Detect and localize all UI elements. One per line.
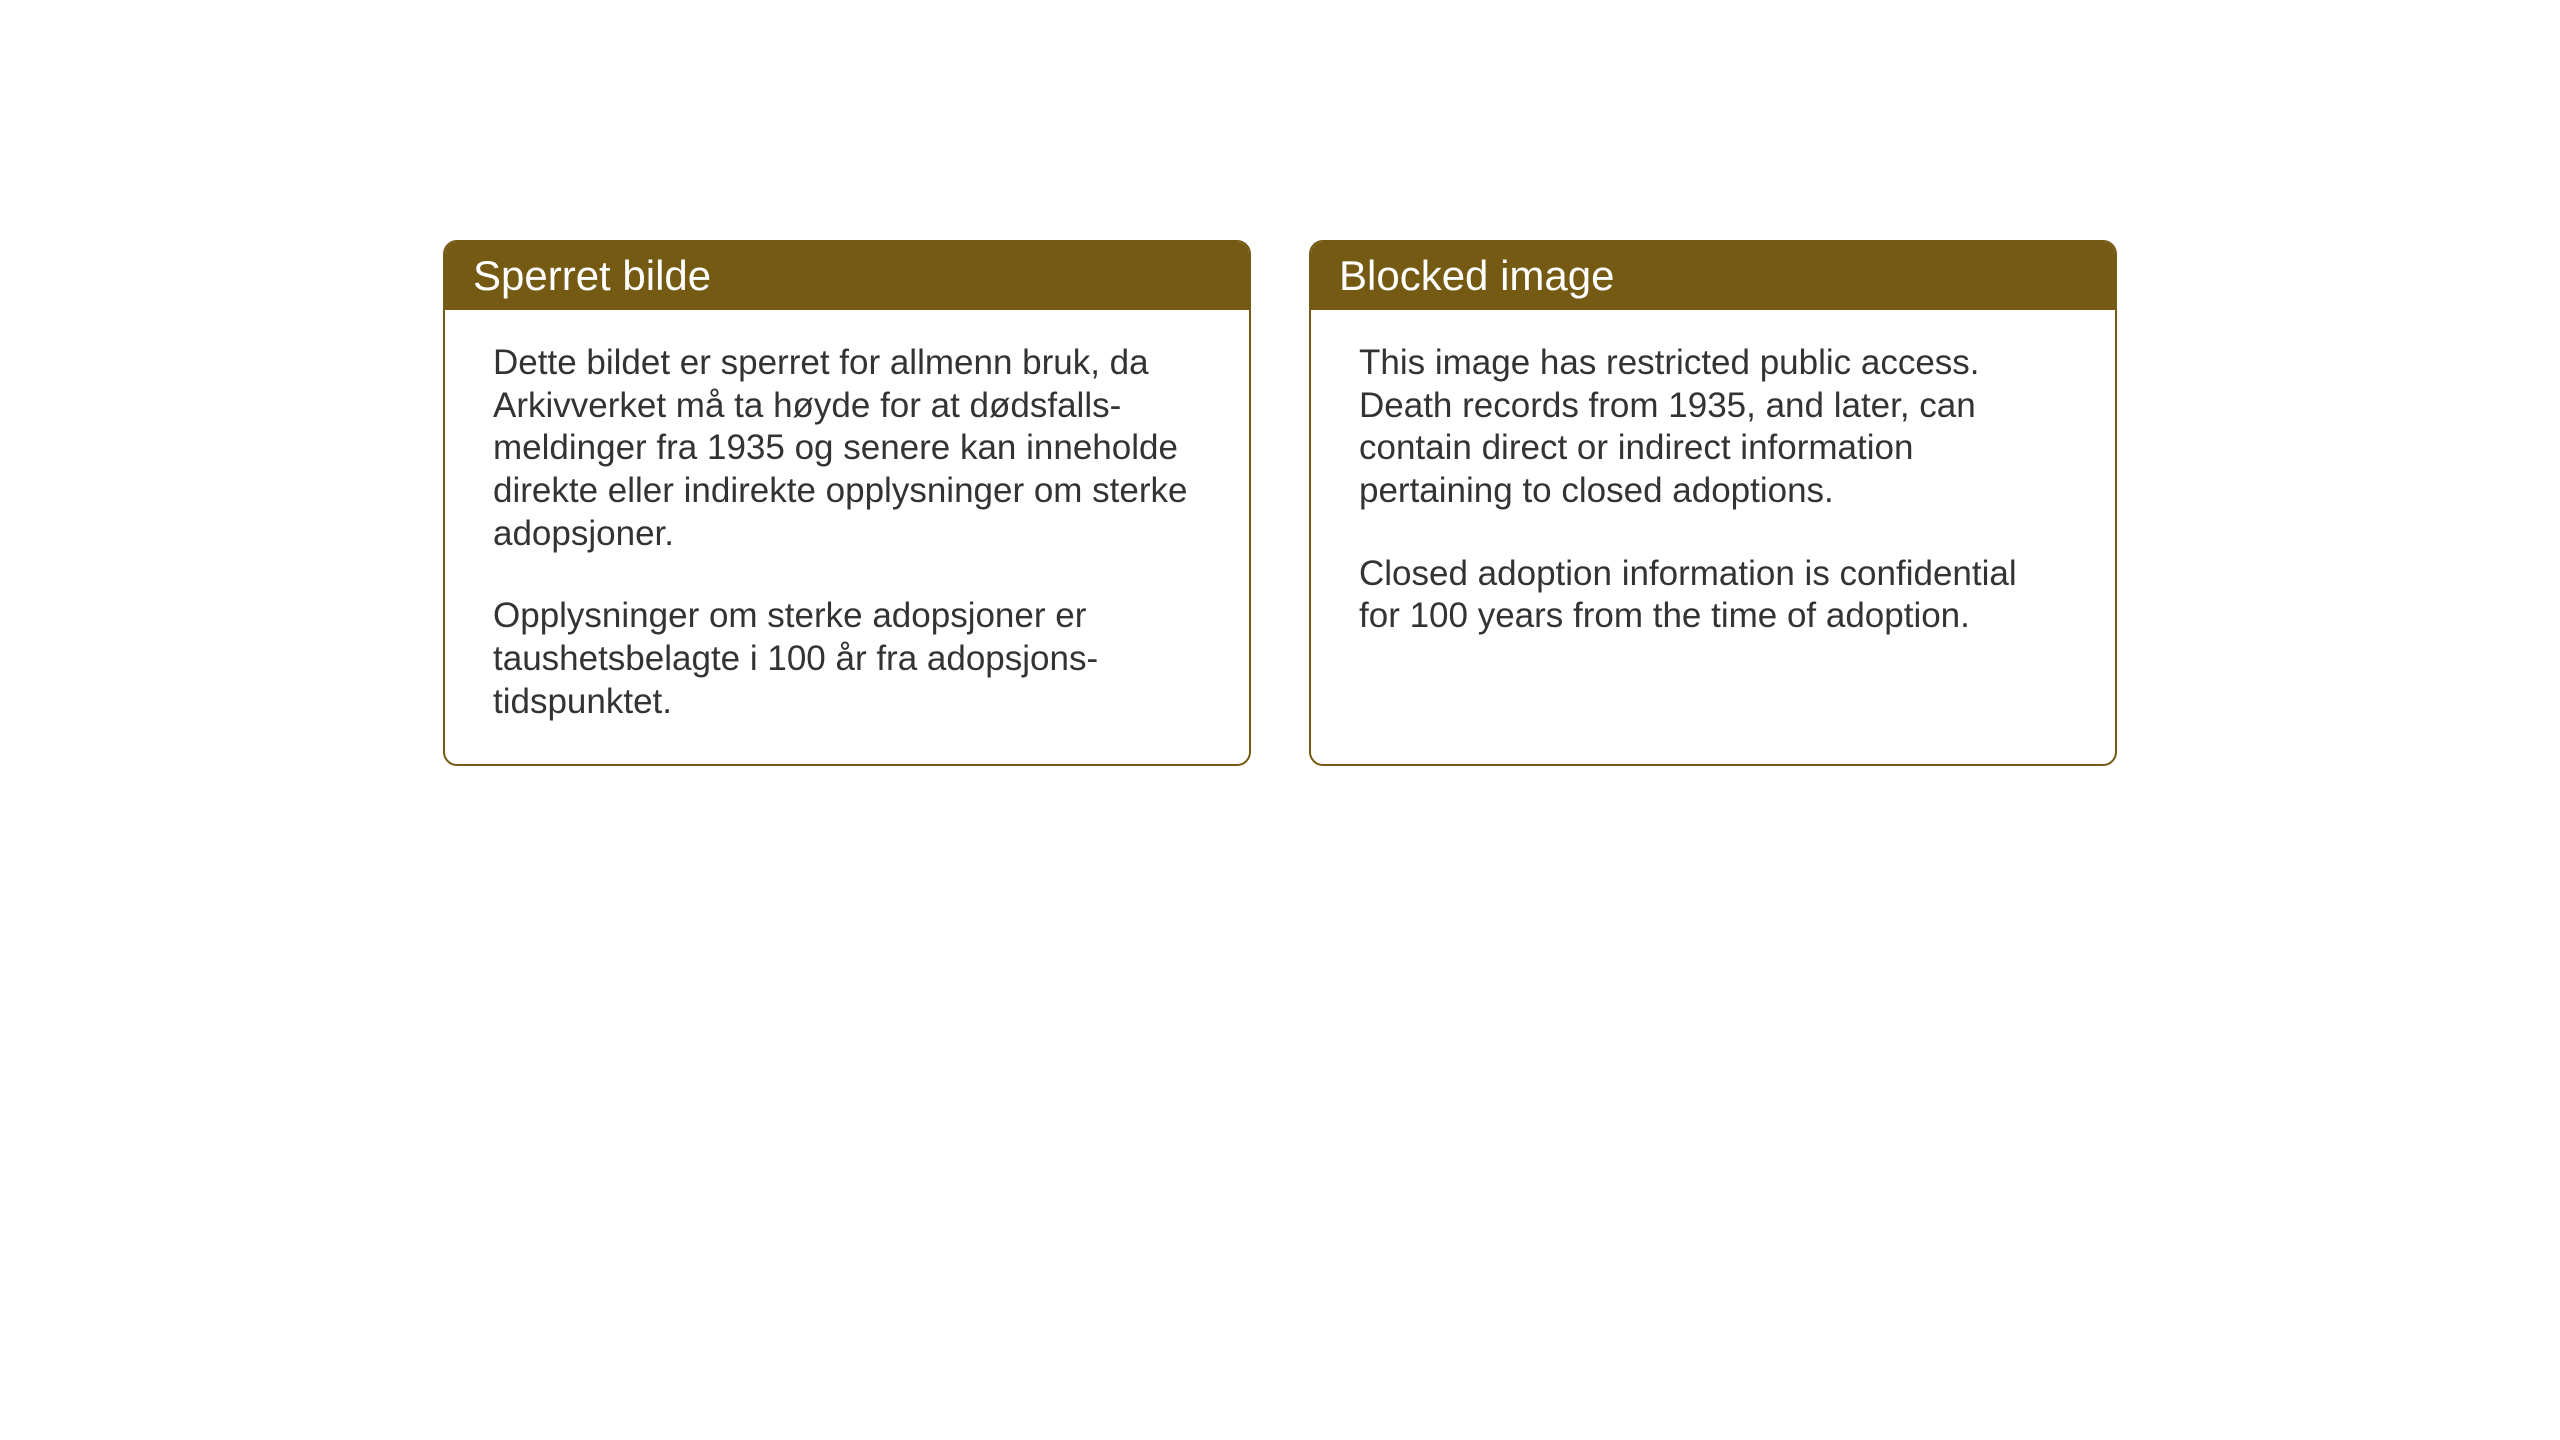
- card-body-english: This image has restricted public access.…: [1311, 310, 2115, 678]
- card-paragraph2-norwegian: Opplysninger om sterke adopsjoner er tau…: [493, 595, 1201, 723]
- card-paragraph1-norwegian: Dette bildet er sperret for allmenn bruk…: [493, 342, 1201, 555]
- card-body-norwegian: Dette bildet er sperret for allmenn bruk…: [445, 310, 1249, 764]
- card-title-english: Blocked image: [1339, 252, 1614, 299]
- card-header-english: Blocked image: [1311, 242, 2115, 310]
- card-paragraph2-english: Closed adoption information is confident…: [1359, 553, 2067, 638]
- cards-container: Sperret bilde Dette bildet er sperret fo…: [443, 240, 2117, 766]
- card-paragraph1-english: This image has restricted public access.…: [1359, 342, 2067, 513]
- card-norwegian: Sperret bilde Dette bildet er sperret fo…: [443, 240, 1251, 766]
- card-title-norwegian: Sperret bilde: [473, 252, 711, 299]
- card-header-norwegian: Sperret bilde: [445, 242, 1249, 310]
- card-english: Blocked image This image has restricted …: [1309, 240, 2117, 766]
